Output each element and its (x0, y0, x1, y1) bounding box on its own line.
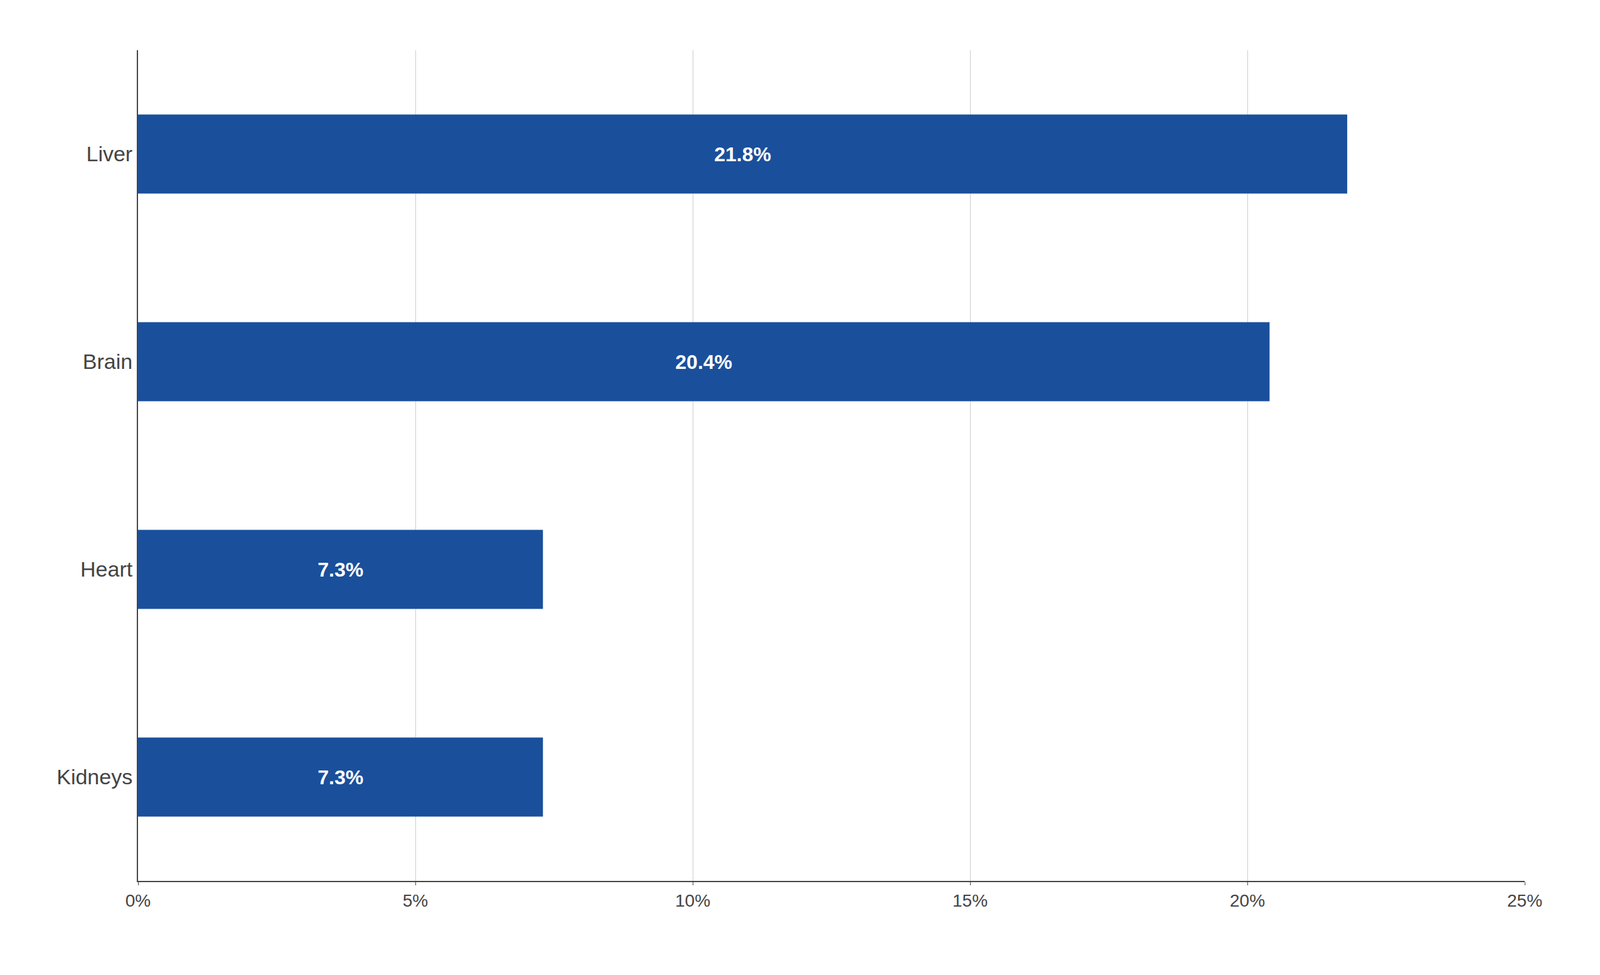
svg-text:Brain: Brain (82, 349, 133, 374)
svg-text:25%: 25% (1507, 890, 1543, 911)
svg-text:5%: 5% (402, 890, 428, 911)
svg-text:Liver: Liver (85, 141, 133, 166)
svg-text:7.3%: 7.3% (317, 558, 364, 582)
svg-text:10%: 10% (675, 890, 711, 911)
svg-text:Heart: Heart (80, 557, 134, 582)
svg-text:21.8%: 21.8% (714, 143, 772, 166)
svg-text:7.3%: 7.3% (317, 766, 364, 789)
svg-text:Kidneys: Kidneys (56, 764, 133, 789)
svg-text:15%: 15% (952, 890, 988, 911)
svg-text:20%: 20% (1229, 890, 1265, 911)
svg-text:0%: 0% (125, 890, 151, 911)
svg-text:20.4%: 20.4% (675, 350, 733, 374)
